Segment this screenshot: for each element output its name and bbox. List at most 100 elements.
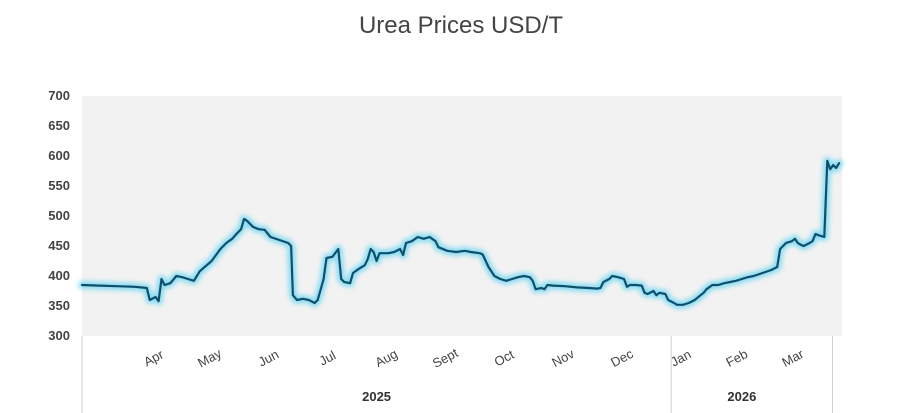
data-point <box>655 294 658 296</box>
x-tick-label: Nov <box>549 346 577 370</box>
data-point <box>231 238 233 240</box>
data-point <box>373 251 375 253</box>
y-tick-label: 550 <box>48 178 70 193</box>
data-point <box>505 280 507 282</box>
data-point <box>811 240 814 242</box>
y-tick-label: 450 <box>48 238 70 253</box>
data-point <box>252 226 254 228</box>
data-point <box>564 285 566 287</box>
data-point <box>652 290 655 292</box>
data-point <box>667 299 669 301</box>
data-point <box>370 248 372 250</box>
data-point <box>761 272 764 274</box>
data-point <box>175 275 177 277</box>
data-point <box>814 233 817 235</box>
data-point <box>278 239 280 241</box>
data-point <box>723 282 725 284</box>
data-point <box>705 288 708 290</box>
data-point <box>160 278 163 280</box>
data-point <box>658 292 661 294</box>
data-point <box>470 251 472 253</box>
data-point <box>499 278 501 280</box>
data-point <box>703 292 705 294</box>
x-tick-label: Dec <box>608 346 636 370</box>
x-tick-label: Jun <box>256 346 282 369</box>
data-point <box>546 284 549 286</box>
series-line <box>80 159 841 306</box>
data-point <box>832 164 834 166</box>
data-point <box>434 240 437 242</box>
data-point <box>308 299 310 301</box>
data-point <box>193 280 195 282</box>
data-point <box>747 276 749 278</box>
data-point <box>673 302 675 304</box>
data-point <box>149 299 151 301</box>
y-tick-label: 700 <box>48 88 70 103</box>
data-point <box>779 248 781 250</box>
data-point <box>602 281 605 283</box>
data-point <box>511 278 513 280</box>
data-point <box>800 244 802 246</box>
data-point <box>535 288 537 290</box>
data-point <box>181 276 183 278</box>
data-point <box>688 302 690 304</box>
data-point <box>596 288 599 290</box>
data-point <box>437 246 439 248</box>
data-point <box>81 284 83 286</box>
data-point <box>405 242 407 244</box>
data-point <box>446 250 448 252</box>
data-point <box>717 284 719 286</box>
year-label: 2025 <box>362 389 391 404</box>
y-axis: 300 350 400 450 500 550 600 650 700 <box>48 88 70 343</box>
data-point <box>529 276 531 278</box>
data-point <box>199 270 201 272</box>
data-point <box>243 218 245 220</box>
data-point <box>235 233 237 235</box>
data-point <box>169 282 171 284</box>
data-point <box>225 242 227 244</box>
data-point <box>664 293 666 295</box>
data-point <box>423 238 425 240</box>
data-point <box>729 281 731 283</box>
data-point <box>399 248 401 250</box>
data-point <box>290 245 292 247</box>
data-point <box>617 276 619 278</box>
x-tick-label: Jul <box>316 347 338 368</box>
data-point <box>611 275 613 277</box>
data-point <box>588 287 590 289</box>
data-point <box>411 240 413 242</box>
data-point <box>493 275 495 277</box>
data-point <box>599 287 602 289</box>
data-point <box>302 298 304 300</box>
x-tick-label: Jan <box>668 346 694 369</box>
data-point <box>155 296 157 298</box>
data-point <box>776 266 778 268</box>
data-point <box>417 236 419 238</box>
x-tick-label: Aug <box>373 346 400 370</box>
data-point <box>99 285 101 287</box>
data-point <box>187 278 189 280</box>
x-tick-label: Oct <box>492 346 517 369</box>
x-tick-label: Sept <box>430 345 461 371</box>
data-point <box>809 242 811 244</box>
data-point <box>543 288 546 290</box>
data-point <box>741 278 743 280</box>
data-point <box>211 260 213 262</box>
data-point <box>246 220 248 222</box>
data-point <box>803 245 805 247</box>
data-point <box>835 167 837 169</box>
y-tick-label: 300 <box>48 328 70 343</box>
data-point <box>785 242 787 244</box>
data-point <box>158 300 160 302</box>
x-tick-label: Apr <box>141 346 166 369</box>
y-tick-label: 500 <box>48 208 70 223</box>
data-point <box>464 250 466 252</box>
x-axis: Apr May Jun Jul Aug Sept Oct Nov Dec Jan Feb Mar 202… <box>81 336 834 413</box>
data-point <box>829 168 831 170</box>
data-point <box>576 286 578 288</box>
data-point <box>700 294 702 296</box>
data-point <box>146 287 148 289</box>
data-point <box>797 242 799 244</box>
data-point <box>429 236 431 238</box>
